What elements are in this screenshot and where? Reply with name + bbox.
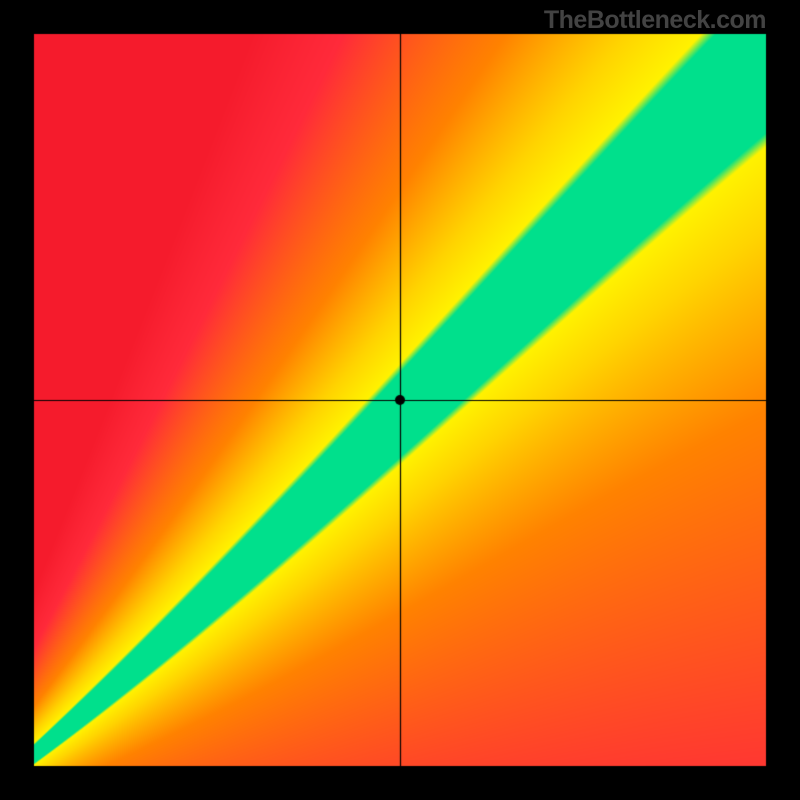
bottleneck-heatmap (0, 0, 800, 800)
watermark-text: TheBottleneck.com (544, 6, 766, 35)
chart-container: TheBottleneck.com (0, 0, 800, 800)
